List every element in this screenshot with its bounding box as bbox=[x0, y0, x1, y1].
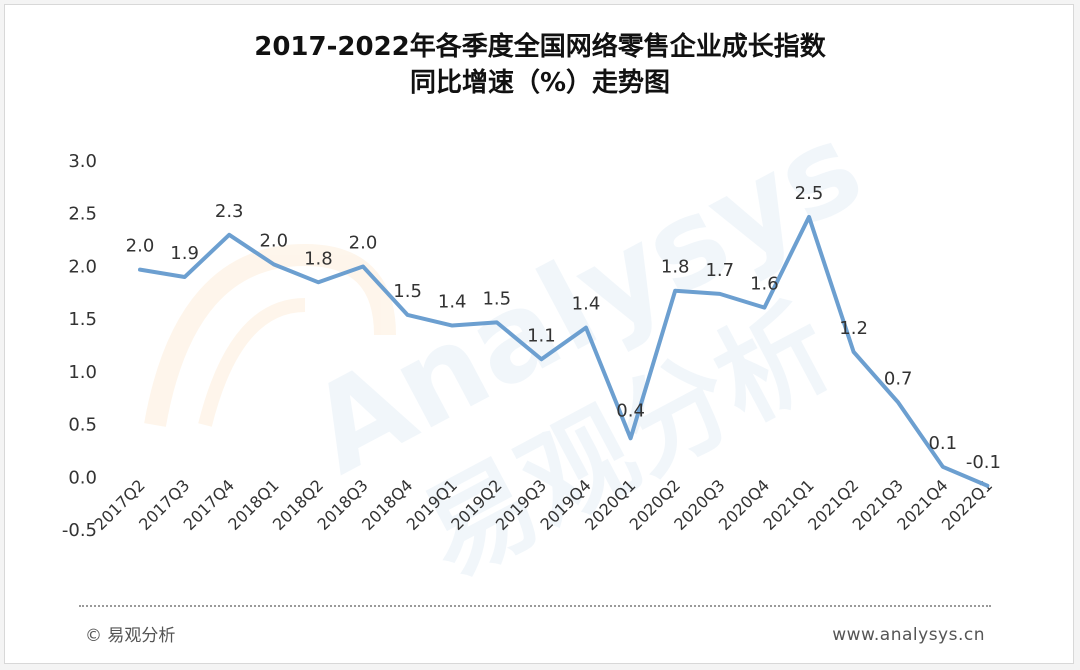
chart-title-line1: 2017-2022年各季度全国网络零售企业成长指数 bbox=[254, 32, 826, 62]
footer-website: www.analysys.cn bbox=[832, 625, 985, 645]
data-label: 0.4 bbox=[616, 400, 645, 421]
y-tick-label: 0.0 bbox=[68, 467, 97, 488]
y-tick-label: 3.0 bbox=[68, 151, 97, 172]
data-label: 1.1 bbox=[527, 325, 556, 346]
y-tick-label: -0.5 bbox=[62, 520, 97, 541]
y-tick-label: 2.5 bbox=[68, 204, 97, 225]
data-labels: 2.0 1.9 2.3 2.0 1.8 2.0 1.5 1.4 1.5 1.1 1.4 0.4 1.8 1… bbox=[126, 183, 1001, 473]
data-label: 1.5 bbox=[482, 288, 511, 309]
watermark-logo-icon bbox=[144, 243, 396, 427]
data-label: 1.2 bbox=[839, 318, 868, 339]
data-label: 1.5 bbox=[393, 281, 422, 302]
footer-copyright: © 易观分析 bbox=[85, 626, 176, 646]
data-label: 2.0 bbox=[126, 236, 155, 257]
y-tick-label: 1.0 bbox=[68, 362, 97, 383]
y-axis-ticks: -0.5 0.0 0.5 1.0 1.5 2.0 2.5 3.0 bbox=[62, 151, 97, 541]
y-tick-label: 2.0 bbox=[68, 256, 97, 277]
data-label: 1.8 bbox=[304, 248, 333, 269]
footer-divider bbox=[79, 605, 991, 607]
data-label: 1.4 bbox=[438, 292, 467, 313]
data-label: 1.7 bbox=[705, 260, 734, 281]
chart-svg: Analysys 易观分析 -0.50.00.51.01.52.02.53.0 … bbox=[62, 97, 1001, 601]
data-label: 2.0 bbox=[349, 232, 378, 253]
data-label: 2.5 bbox=[795, 183, 824, 204]
y-tick-label: 1.5 bbox=[68, 309, 97, 330]
data-label: 1.9 bbox=[170, 243, 199, 264]
data-label: -0.1 bbox=[966, 452, 1001, 473]
data-label: 0.1 bbox=[928, 433, 957, 454]
data-label: 1.4 bbox=[572, 294, 601, 315]
data-label: 2.0 bbox=[259, 230, 288, 251]
series-line bbox=[138, 214, 990, 488]
data-label: 1.8 bbox=[661, 257, 690, 278]
data-label: 1.6 bbox=[750, 274, 779, 295]
y-tick-label: 0.5 bbox=[68, 415, 97, 436]
chart-frame: 2017-2022年各季度全国网络零售企业成长指数 同比增速（%）走势图 Ana… bbox=[4, 4, 1074, 664]
data-label: 0.7 bbox=[884, 368, 913, 389]
data-label: 2.3 bbox=[215, 201, 244, 222]
chart-title-line2: 同比增速（%）走势图 bbox=[409, 68, 671, 98]
